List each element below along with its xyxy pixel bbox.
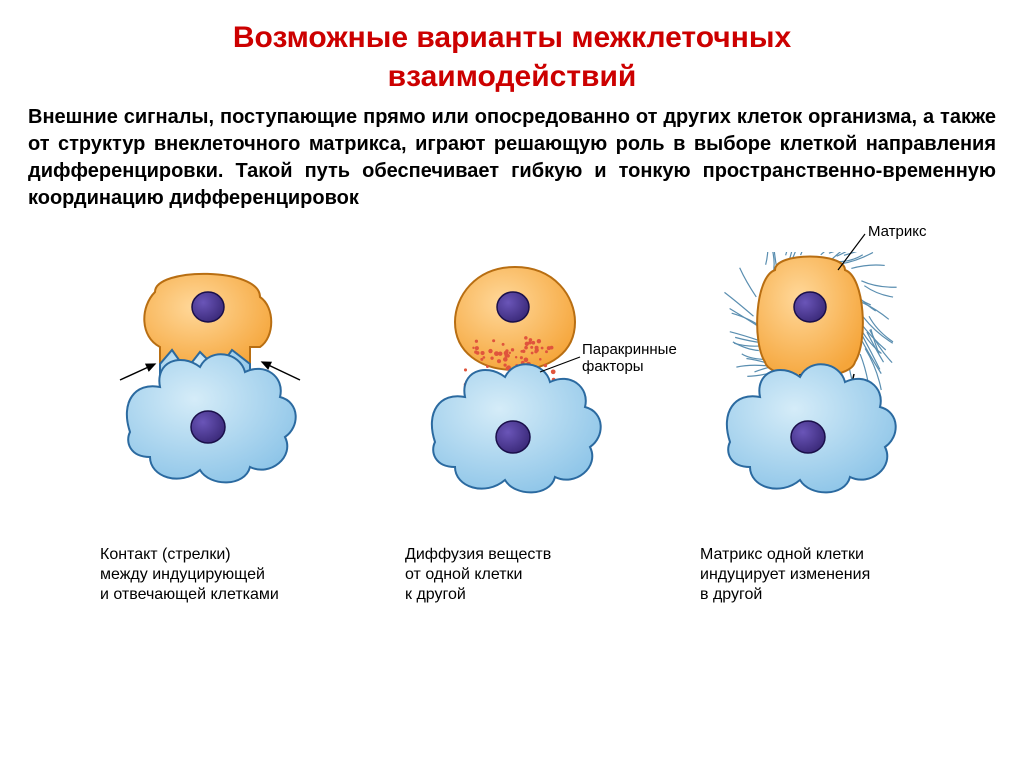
title-line-1: Возможные варианты межклеточных	[233, 21, 791, 54]
slide-title: Возможные варианты межклеточных взаимоде…	[0, 0, 1024, 104]
diagram-area: Контакт (стрелки)между индуцирующейи отв…	[0, 212, 1024, 692]
body-paragraph: Внешние сигналы, поступающие прямо или о…	[0, 104, 1024, 212]
title-line-2: взаимодействий	[388, 60, 637, 93]
leader-lines	[0, 212, 1024, 652]
